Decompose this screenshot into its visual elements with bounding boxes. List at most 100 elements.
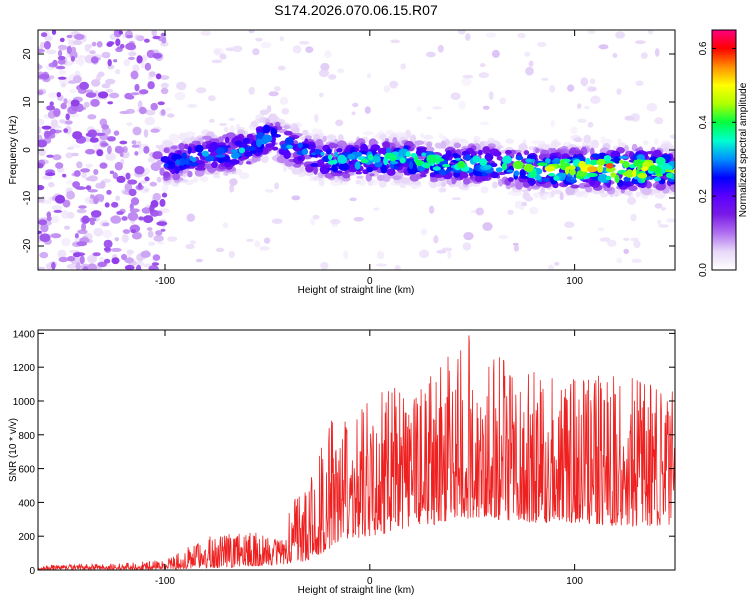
spectrogram-cell [447, 167, 452, 172]
spectrogram-cell [90, 56, 99, 64]
spectrogram-cell [248, 86, 255, 95]
spectrogram-cell [81, 222, 87, 232]
spectrogram-cell [315, 145, 324, 150]
spectrogram-cell [528, 60, 534, 67]
spectrogram-cell [439, 187, 447, 193]
spectrogram-cell [482, 105, 490, 110]
spectrogram-cell [525, 158, 533, 163]
spectrogram-cell [232, 45, 243, 52]
spectrogram-cell [458, 100, 466, 110]
spectrogram-cell [624, 115, 635, 121]
spectrogram-cell [38, 184, 45, 191]
spectrogram-cell [596, 158, 606, 166]
spectrogram-cell [550, 140, 559, 149]
spectrogram-cell [110, 215, 122, 224]
spectrogram-cell [320, 262, 329, 270]
spectrogram-cell [559, 159, 565, 166]
spectrogram-cell [167, 236, 178, 242]
y-tick-label: 1400 [13, 329, 36, 340]
spectrogram-cell [268, 91, 279, 97]
spectrogram-cell [46, 131, 52, 137]
spectrogram-cell [528, 178, 536, 186]
spectrogram-cell [128, 56, 135, 61]
spectrogram-cell [578, 182, 589, 189]
spectrogram-cell [38, 118, 45, 126]
spectrogram-cell [415, 159, 423, 166]
spectrogram-cell [130, 197, 140, 206]
spectrogram-cell [426, 141, 432, 148]
spectrogram-cell [176, 81, 187, 91]
spectrogram-cell [515, 181, 523, 190]
figure-title: S174.2026.070.06.15.R07 [274, 2, 438, 18]
spectrogram-cell [57, 249, 67, 259]
spectrogram-cell [128, 51, 137, 57]
spectrogram-cell [551, 189, 555, 197]
spectrogram-cell [116, 175, 126, 183]
spectrogram-cell [144, 188, 149, 192]
spectrogram-cell [161, 184, 169, 193]
spectrogram-cell [386, 168, 396, 176]
spectrogram-cell [316, 138, 323, 146]
spectrogram-cell [584, 106, 590, 110]
spectrogram-cell [465, 33, 471, 41]
spectrogram-cell [38, 163, 44, 169]
spectrogram-cell [432, 106, 442, 110]
spectrogram-cell [274, 86, 281, 92]
spectrogram-cell [458, 139, 467, 143]
spectrogram-cell [119, 152, 124, 157]
spectrogram-cell [597, 227, 605, 232]
spectrogram-cell [126, 122, 133, 126]
spectrogram-cell [631, 258, 642, 263]
spectrogram-cell [292, 45, 302, 54]
spectrogram-cell [463, 178, 471, 185]
colorbar-tick-label: 0.6 [698, 41, 709, 55]
spectrogram-x-ticks: -100 0 100 [155, 30, 583, 287]
spectrogram-cell [102, 229, 112, 239]
spectrogram-cell [622, 161, 630, 168]
spectrogram-cell [653, 149, 662, 158]
spectrogram-cell [40, 223, 49, 233]
spectrogram-cell [336, 148, 343, 153]
spectrogram-cell [313, 165, 318, 175]
spectrogram-cell [568, 150, 575, 155]
spectrogram-cell [499, 97, 507, 105]
spectrogram-cell [190, 179, 198, 183]
spectrogram-cell [157, 241, 165, 245]
spectrogram-cell [159, 208, 170, 213]
spectrogram-cell [553, 157, 561, 163]
spectrogram-cell [109, 92, 120, 99]
spectrogram-cell [496, 156, 503, 161]
spectrogram-cell [85, 89, 94, 93]
spectrogram-cell [591, 153, 601, 158]
spectrogram-cell [231, 151, 240, 159]
spectrogram-cell [75, 55, 86, 59]
spectrogram-cell [521, 201, 527, 207]
spectrogram-cell [145, 109, 156, 116]
spectrogram-cell [570, 126, 578, 135]
spectrogram-cell [655, 173, 663, 177]
spectrogram-cell [73, 33, 85, 41]
spectrogram-cell [38, 148, 46, 157]
spectrogram-cell [39, 41, 45, 49]
spectrogram-cell [63, 128, 69, 134]
spectrogram-cell [140, 250, 151, 258]
spectrogram-cell [605, 176, 612, 181]
spectrogram-cell [229, 159, 240, 165]
spectrogram-cell [42, 175, 53, 180]
spectrogram-cell [598, 44, 609, 50]
spectrogram-cell [57, 44, 68, 51]
spectrogram-cell [56, 92, 61, 98]
spectrogram-cell [312, 214, 320, 220]
spectrogram-cell [90, 194, 95, 200]
spectrogram-cell [78, 205, 87, 209]
spectrogram-cell [535, 147, 540, 154]
spectrogram-cell [38, 230, 42, 234]
spectrogram-cell [665, 169, 670, 173]
spectrogram-cell [263, 237, 271, 244]
spectrogram-cell [317, 159, 325, 168]
y-tick-label: 600 [18, 465, 35, 476]
spectrogram-cell [654, 117, 664, 125]
spectrogram-cell [472, 155, 481, 163]
spectrogram-y-ticks: -20 -10 0 10 20 [22, 48, 675, 253]
